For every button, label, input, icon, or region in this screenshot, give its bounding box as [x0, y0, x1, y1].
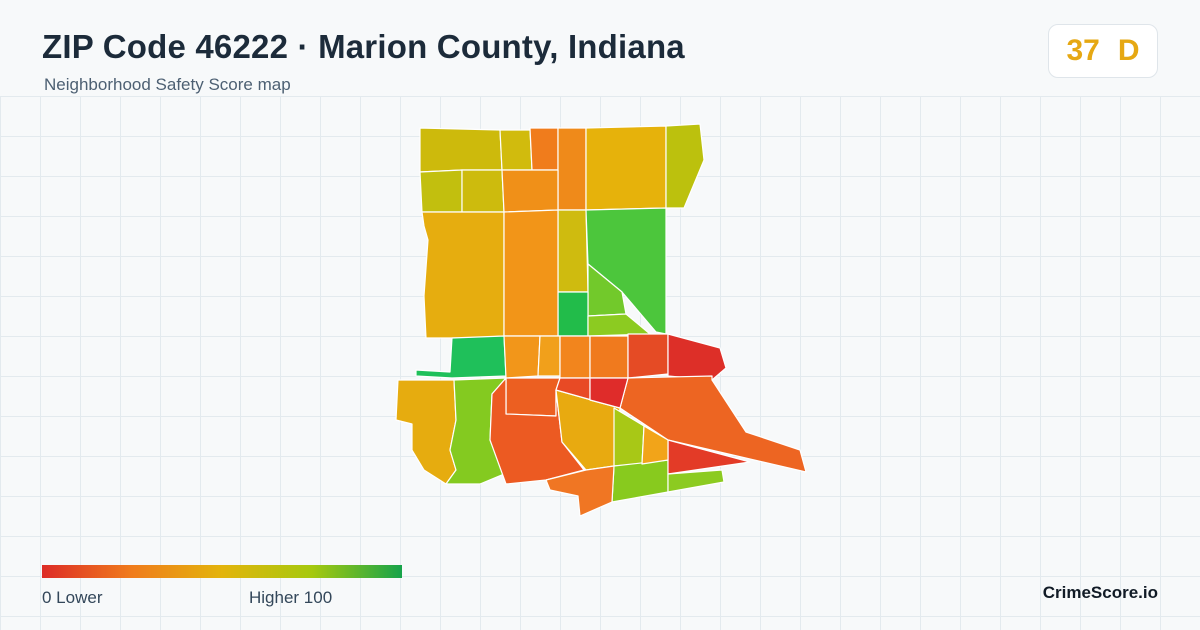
map-region[interactable]: [415, 335, 507, 379]
map-region[interactable]: [395, 379, 457, 485]
safety-score-card: 37 D: [1048, 24, 1158, 78]
map-region[interactable]: [503, 335, 541, 379]
map-region[interactable]: [589, 377, 629, 409]
map-region[interactable]: [529, 127, 559, 171]
map-region[interactable]: [537, 335, 561, 377]
legend-color-scale: [42, 565, 402, 578]
legend-min-label: 0 Lower: [42, 588, 103, 607]
map-region[interactable]: [611, 459, 669, 503]
map-region[interactable]: [419, 169, 463, 213]
map-region[interactable]: [627, 333, 669, 379]
map-region[interactable]: [619, 375, 807, 473]
legend-gradient-bar: [42, 565, 402, 578]
map-region[interactable]: [419, 127, 503, 173]
map-region[interactable]: [585, 125, 667, 211]
map-region[interactable]: [505, 377, 561, 417]
map-region[interactable]: [545, 465, 615, 517]
map-region[interactable]: [667, 333, 727, 381]
map-region[interactable]: [589, 335, 629, 379]
map-region[interactable]: [501, 169, 559, 213]
map-region[interactable]: [557, 209, 589, 293]
map-region[interactable]: [421, 211, 505, 339]
legend-max-label: Higher 100: [249, 588, 333, 607]
map-region[interactable]: [559, 335, 591, 379]
map-region[interactable]: [587, 313, 651, 337]
brand-logo-text: CrimeScore.io: [1042, 583, 1158, 602]
safety-score-grade: D: [1117, 34, 1140, 67]
map-region[interactable]: [461, 169, 505, 213]
page-title: ZIP Code 46222 · Marion County, Indiana: [42, 28, 685, 65]
map-region[interactable]: [641, 425, 669, 465]
map-region[interactable]: [665, 123, 705, 209]
map-region[interactable]: [503, 209, 559, 337]
map-region[interactable]: [499, 129, 533, 171]
map-region[interactable]: [667, 469, 725, 493]
map-region[interactable]: [557, 127, 587, 211]
page-subtitle: Neighborhood Safety Score map: [44, 75, 291, 94]
map-region[interactable]: [557, 291, 589, 337]
safety-score-value: 37: [1066, 34, 1100, 67]
